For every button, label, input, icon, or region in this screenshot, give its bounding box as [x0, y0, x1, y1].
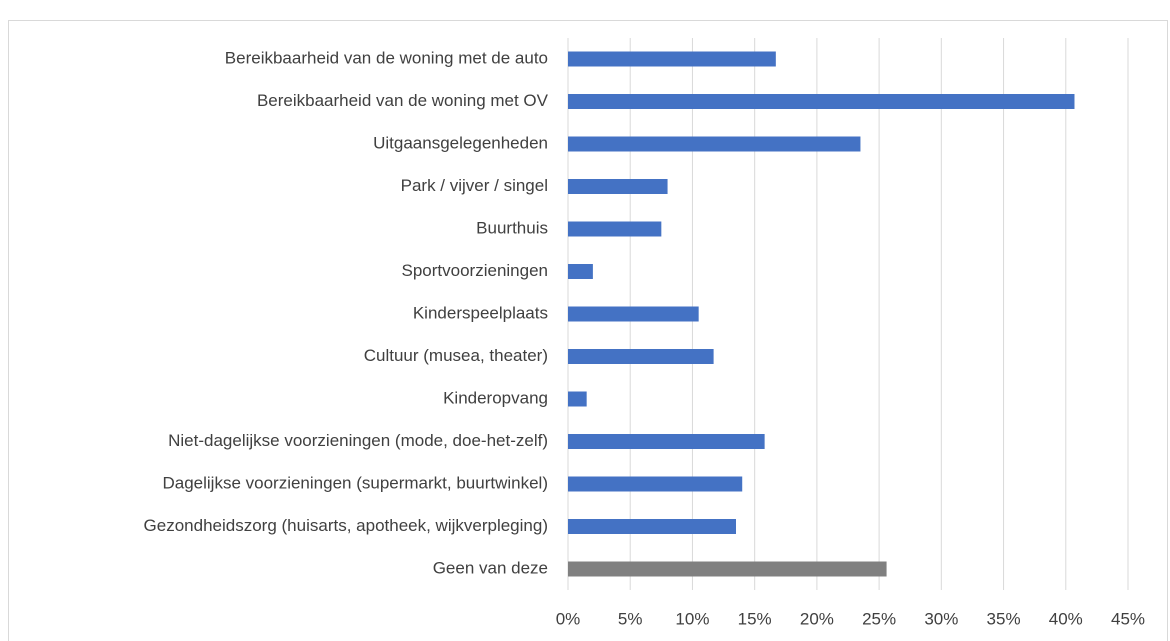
- bar: [568, 221, 662, 237]
- y-tick-label: Niet-dagelijkse voorzieningen (mode, doe…: [168, 431, 548, 450]
- bar: [568, 51, 776, 67]
- y-tick-label: Bereikbaarheid van de woning met de auto: [225, 48, 548, 67]
- x-tick-label: 30%: [924, 609, 958, 628]
- x-tick-label: 0%: [556, 609, 581, 628]
- y-tick-label: Uitgaansgelegenheden: [373, 133, 548, 152]
- y-tick-label: Cultuur (musea, theater): [364, 346, 548, 365]
- x-tick-label: 45%: [1111, 609, 1145, 628]
- x-tick-label: 20%: [800, 609, 834, 628]
- x-tick-label: 25%: [862, 609, 896, 628]
- chart-frame: [8, 20, 1168, 641]
- x-tick-label: 15%: [738, 609, 772, 628]
- bar: [568, 561, 887, 577]
- x-tick-label: 40%: [1049, 609, 1083, 628]
- y-tick-label: Sportvoorzieningen: [402, 261, 548, 280]
- bar: [568, 349, 714, 364]
- x-tick-label: 35%: [987, 609, 1021, 628]
- y-tick-label: Park / vijver / singel: [401, 176, 548, 195]
- y-tick-label: Bereikbaarheid van de woning met OV: [257, 91, 549, 110]
- y-tick-label: Dagelijkse voorzieningen (supermarkt, bu…: [162, 473, 548, 492]
- y-tick-label: Gezondheidszorg (huisarts, apotheek, wij…: [144, 516, 548, 535]
- y-tick-label: Geen van deze: [433, 558, 548, 577]
- bar: [568, 434, 765, 449]
- bar: [568, 391, 587, 407]
- bar: [568, 476, 743, 492]
- x-tick-label: 10%: [675, 609, 709, 628]
- x-tick-label: 5%: [618, 609, 643, 628]
- bar: [568, 179, 668, 194]
- bar: [568, 94, 1075, 109]
- bar: [568, 136, 861, 152]
- y-tick-label: Kinderspeelplaats: [413, 303, 548, 322]
- bar: [568, 519, 736, 534]
- bar: [568, 306, 699, 322]
- y-tick-label: Kinderopvang: [443, 388, 548, 407]
- bar: [568, 264, 593, 279]
- y-tick-label: Buurthuis: [476, 218, 548, 237]
